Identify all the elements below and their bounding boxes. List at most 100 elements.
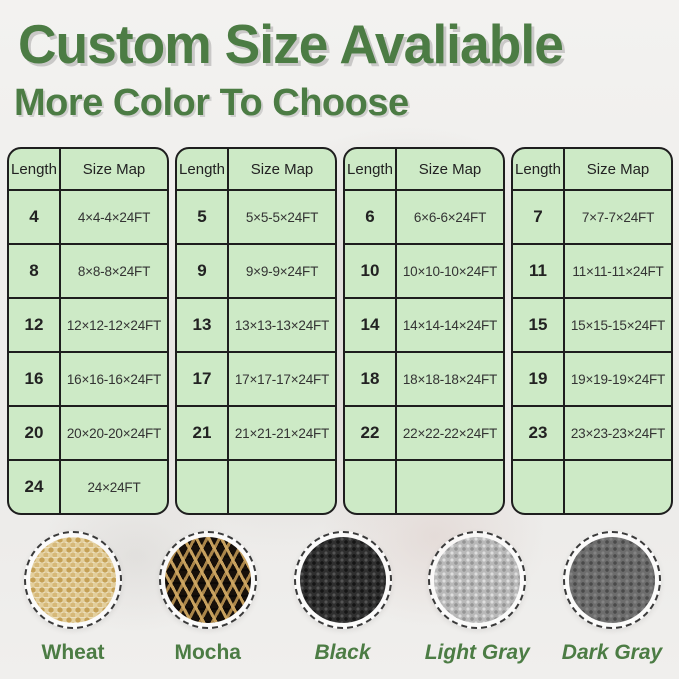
table-header-row: Length Size Map <box>9 149 167 189</box>
swatch-dashed-ring <box>428 531 527 629</box>
length-cell: 22 <box>360 423 380 442</box>
length-cell: 15 <box>528 315 548 334</box>
table-row: 21 21×21-21×24FT <box>177 405 335 459</box>
length-cell: 18 <box>360 369 380 388</box>
length-cell: 5 <box>197 207 207 226</box>
size-map-cell: 16×16-16×24FT <box>59 353 167 405</box>
table-row: 4 4×4-4×24FT <box>9 189 167 243</box>
size-map-cell: 18×18-18×24FT <box>395 353 503 405</box>
table-row <box>513 459 671 513</box>
swatch-dashed-ring <box>563 531 661 629</box>
swatch-label: Dark Gray <box>561 641 663 664</box>
table-row <box>177 459 335 513</box>
table-row: 23 23×23-23×24FT <box>513 405 671 459</box>
table-row: 9 9×9-9×24FT <box>177 243 335 297</box>
size-map-cell: 13×13-13×24FT <box>227 299 335 351</box>
table-row: 7 7×7-7×24FT <box>513 189 671 243</box>
swatch-label: Black <box>314 641 371 664</box>
swatch-light-gray: Light Gray <box>418 531 536 665</box>
table-row: 15 15×15-15×24FT <box>513 297 671 351</box>
size-map-cell <box>563 461 671 513</box>
table-row: 6 6×6-6×24FT <box>345 189 503 243</box>
size-map-column-header: Size Map <box>563 149 671 189</box>
table-row: 14 14×14-14×24FT <box>345 297 503 351</box>
size-map-cell: 9×9-9×24FT <box>227 245 335 297</box>
table-row: 13 13×13-13×24FT <box>177 297 335 351</box>
size-map-cell: 8×8-8×24FT <box>59 245 167 297</box>
size-map-cell: 24×24FT <box>59 461 167 513</box>
dark-gray-fabric-circle <box>569 537 655 623</box>
size-map-column-header: Size Map <box>59 149 167 189</box>
swatch-label: Wheat <box>41 641 105 664</box>
swatch-black: Black <box>284 531 402 665</box>
size-map-cell: 19×19-19×24FT <box>563 353 671 405</box>
length-cell: 21 <box>192 423 212 442</box>
length-cell: 13 <box>192 315 212 334</box>
table-row: 10 10×10-10×24FT <box>345 243 503 297</box>
length-column-header: Length <box>515 160 561 178</box>
length-cell: 20 <box>24 423 44 442</box>
size-map-column-header: Size Map <box>395 149 503 189</box>
size-map-cell: 6×6-6×24FT <box>395 191 503 243</box>
swatch-label: Mocha <box>174 641 241 664</box>
table-row: 17 17×17-17×24FT <box>177 351 335 405</box>
table-row <box>345 459 503 513</box>
length-cell <box>513 461 563 513</box>
length-cell: 14 <box>360 315 380 334</box>
size-map-cell: 10×10-10×24FT <box>395 245 503 297</box>
length-column-header: Length <box>179 160 225 178</box>
size-map-cell: 14×14-14×24FT <box>395 299 503 351</box>
length-cell: 8 <box>29 261 39 280</box>
length-column-header: Length <box>347 160 393 178</box>
table-header-row: Length Size Map <box>177 149 335 189</box>
table-row: 22 22×22-22×24FT <box>345 405 503 459</box>
size-map-cell: 15×15-15×24FT <box>563 299 671 351</box>
length-cell: 7 <box>533 207 543 226</box>
table-row: 18 18×18-18×24FT <box>345 351 503 405</box>
swatch-label: Light Gray <box>424 641 530 664</box>
size-map-cell: 5×5-5×24FT <box>227 191 335 243</box>
size-table-3: Length Size Map 6 6×6-6×24FT 10 10×10-10×24FT… <box>343 147 505 515</box>
length-cell: 24 <box>24 477 44 496</box>
table-row: 12 12×12-12×24FT <box>9 297 167 351</box>
length-cell: 10 <box>360 261 380 280</box>
table-header-row: Length Size Map <box>513 149 671 189</box>
length-cell: 16 <box>24 369 44 388</box>
length-cell: 4 <box>29 207 39 226</box>
length-cell <box>177 461 227 513</box>
page-subtitle: More Color To Choose <box>14 82 409 124</box>
length-cell: 19 <box>528 369 548 388</box>
size-map-cell: 12×12-12×24FT <box>59 299 167 351</box>
table-row: 8 8×8-8×24FT <box>9 243 167 297</box>
length-cell: 12 <box>24 315 44 334</box>
size-map-cell: 4×4-4×24FT <box>59 191 167 243</box>
length-cell: 11 <box>529 261 547 280</box>
size-map-cell: 22×22-22×24FT <box>395 407 503 459</box>
wheat-fabric-circle <box>30 537 116 623</box>
swatch-dashed-ring <box>158 531 257 629</box>
table-row: 16 16×16-16×24FT <box>9 351 167 405</box>
length-cell: 17 <box>192 369 212 388</box>
table-row: 24 24×24FT <box>9 459 167 513</box>
length-cell: 6 <box>365 207 375 226</box>
size-map-cell <box>227 461 335 513</box>
size-tables: Length Size Map 4 4×4-4×24FT 8 8×8-8×24FT 12 12… <box>7 147 673 515</box>
size-table-1: Length Size Map 4 4×4-4×24FT 8 8×8-8×24FT 12 12… <box>7 147 169 515</box>
black-fabric-circle <box>299 537 386 623</box>
size-table-2: Length Size Map 5 5×5-5×24FT 9 9×9-9×24FT 13 13… <box>175 147 337 515</box>
length-cell: 23 <box>528 423 548 442</box>
size-map-cell: 7×7-7×24FT <box>563 191 671 243</box>
table-row: 19 19×19-19×24FT <box>513 351 671 405</box>
swatch-wheat: Wheat <box>14 531 132 665</box>
length-cell: 9 <box>197 261 207 280</box>
length-cell <box>345 461 395 513</box>
light-gray-fabric-circle <box>434 537 521 623</box>
swatch-dashed-ring <box>293 531 392 629</box>
size-map-cell <box>395 461 503 513</box>
size-table-4: Length Size Map 7 7×7-7×24FT 11 11×11-11×24FT… <box>511 147 673 515</box>
swatch-dark-gray: Dark Gray <box>553 531 671 665</box>
table-row: 11 11×11-11×24FT <box>513 243 671 297</box>
table-row: 5 5×5-5×24FT <box>177 189 335 243</box>
size-map-cell: 20×20-20×24FT <box>59 407 167 459</box>
swatch-mocha: Mocha <box>149 531 267 665</box>
